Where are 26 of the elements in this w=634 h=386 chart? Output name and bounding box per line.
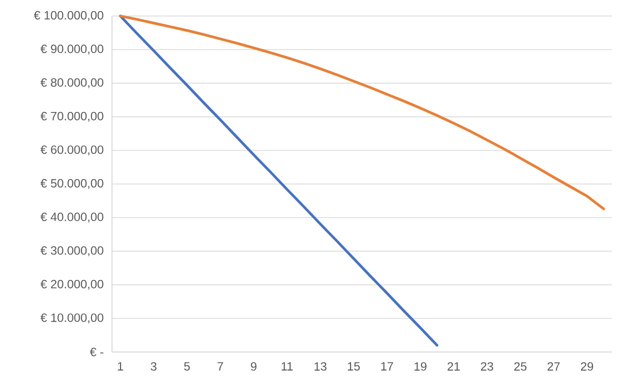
x-tick-label: 29: [580, 362, 594, 371]
x-tick-label: 19: [414, 362, 426, 371]
x-tick-label: 17: [381, 362, 394, 370]
x-tick-label: 23: [480, 362, 494, 371]
x-tick-label: 11: [282, 362, 293, 370]
y-tick-label: € 100.000,00: [34, 11, 104, 21]
x-tick-label: 21: [448, 362, 460, 371]
x-tick-label: 1: [118, 362, 124, 370]
y-tick-label: € 10.000,00: [40, 313, 104, 324]
x-tick-label: 5: [184, 362, 190, 371]
x-tick-label: 13: [314, 362, 326, 371]
y-tick-label: € -: [90, 348, 104, 356]
x-tick-label: 3: [150, 362, 156, 371]
y-tick-label: € 20.000,00: [40, 280, 104, 290]
x-tick-label: 9: [250, 362, 256, 371]
y-tick-label: € 40.000,00: [40, 212, 104, 223]
x-tick-label: 15: [348, 362, 360, 371]
x-tick-label: 7: [218, 362, 224, 370]
y-tick-label: € 70.000,00: [40, 112, 104, 122]
y-tick-label: € 50.000,00: [40, 179, 104, 189]
y-tick-label: € 60.000,00: [40, 145, 104, 156]
y-tick-label: € 90.000,00: [40, 44, 104, 55]
y-tick-label: € 30.000,00: [40, 246, 104, 256]
x-tick-label: 27: [548, 362, 560, 371]
y-tick-label: € 80.000,00: [40, 78, 104, 88]
x-tick-label: 25: [514, 362, 526, 371]
